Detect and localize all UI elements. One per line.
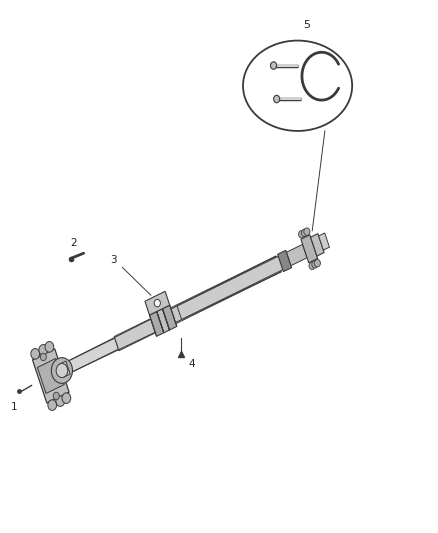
Polygon shape [60, 338, 118, 376]
Polygon shape [149, 311, 164, 336]
Polygon shape [301, 235, 318, 263]
Circle shape [274, 95, 280, 103]
Text: 1: 1 [11, 402, 18, 413]
Text: 5: 5 [303, 20, 310, 30]
Polygon shape [286, 244, 307, 265]
Polygon shape [166, 256, 281, 326]
Polygon shape [37, 359, 64, 393]
Circle shape [299, 231, 305, 238]
Circle shape [40, 353, 46, 361]
Polygon shape [177, 255, 285, 319]
Circle shape [62, 393, 71, 403]
Circle shape [48, 400, 57, 410]
Circle shape [301, 229, 307, 237]
Circle shape [53, 392, 59, 400]
Polygon shape [60, 361, 70, 377]
Circle shape [271, 62, 277, 69]
Circle shape [312, 261, 318, 268]
Polygon shape [32, 349, 69, 403]
Circle shape [56, 364, 68, 377]
Text: 2: 2 [70, 238, 77, 247]
Circle shape [309, 262, 315, 270]
Circle shape [304, 228, 310, 236]
Circle shape [51, 358, 73, 383]
Polygon shape [114, 319, 155, 351]
Circle shape [314, 260, 321, 267]
Circle shape [31, 349, 39, 359]
Polygon shape [162, 305, 177, 330]
Polygon shape [311, 233, 324, 256]
Circle shape [39, 344, 48, 355]
Polygon shape [145, 292, 170, 315]
Polygon shape [319, 233, 329, 250]
Text: 4: 4 [188, 359, 195, 369]
Circle shape [56, 396, 65, 407]
Polygon shape [278, 251, 292, 272]
Polygon shape [157, 309, 170, 333]
Text: 3: 3 [110, 255, 117, 265]
Circle shape [154, 300, 160, 307]
Circle shape [45, 342, 54, 352]
